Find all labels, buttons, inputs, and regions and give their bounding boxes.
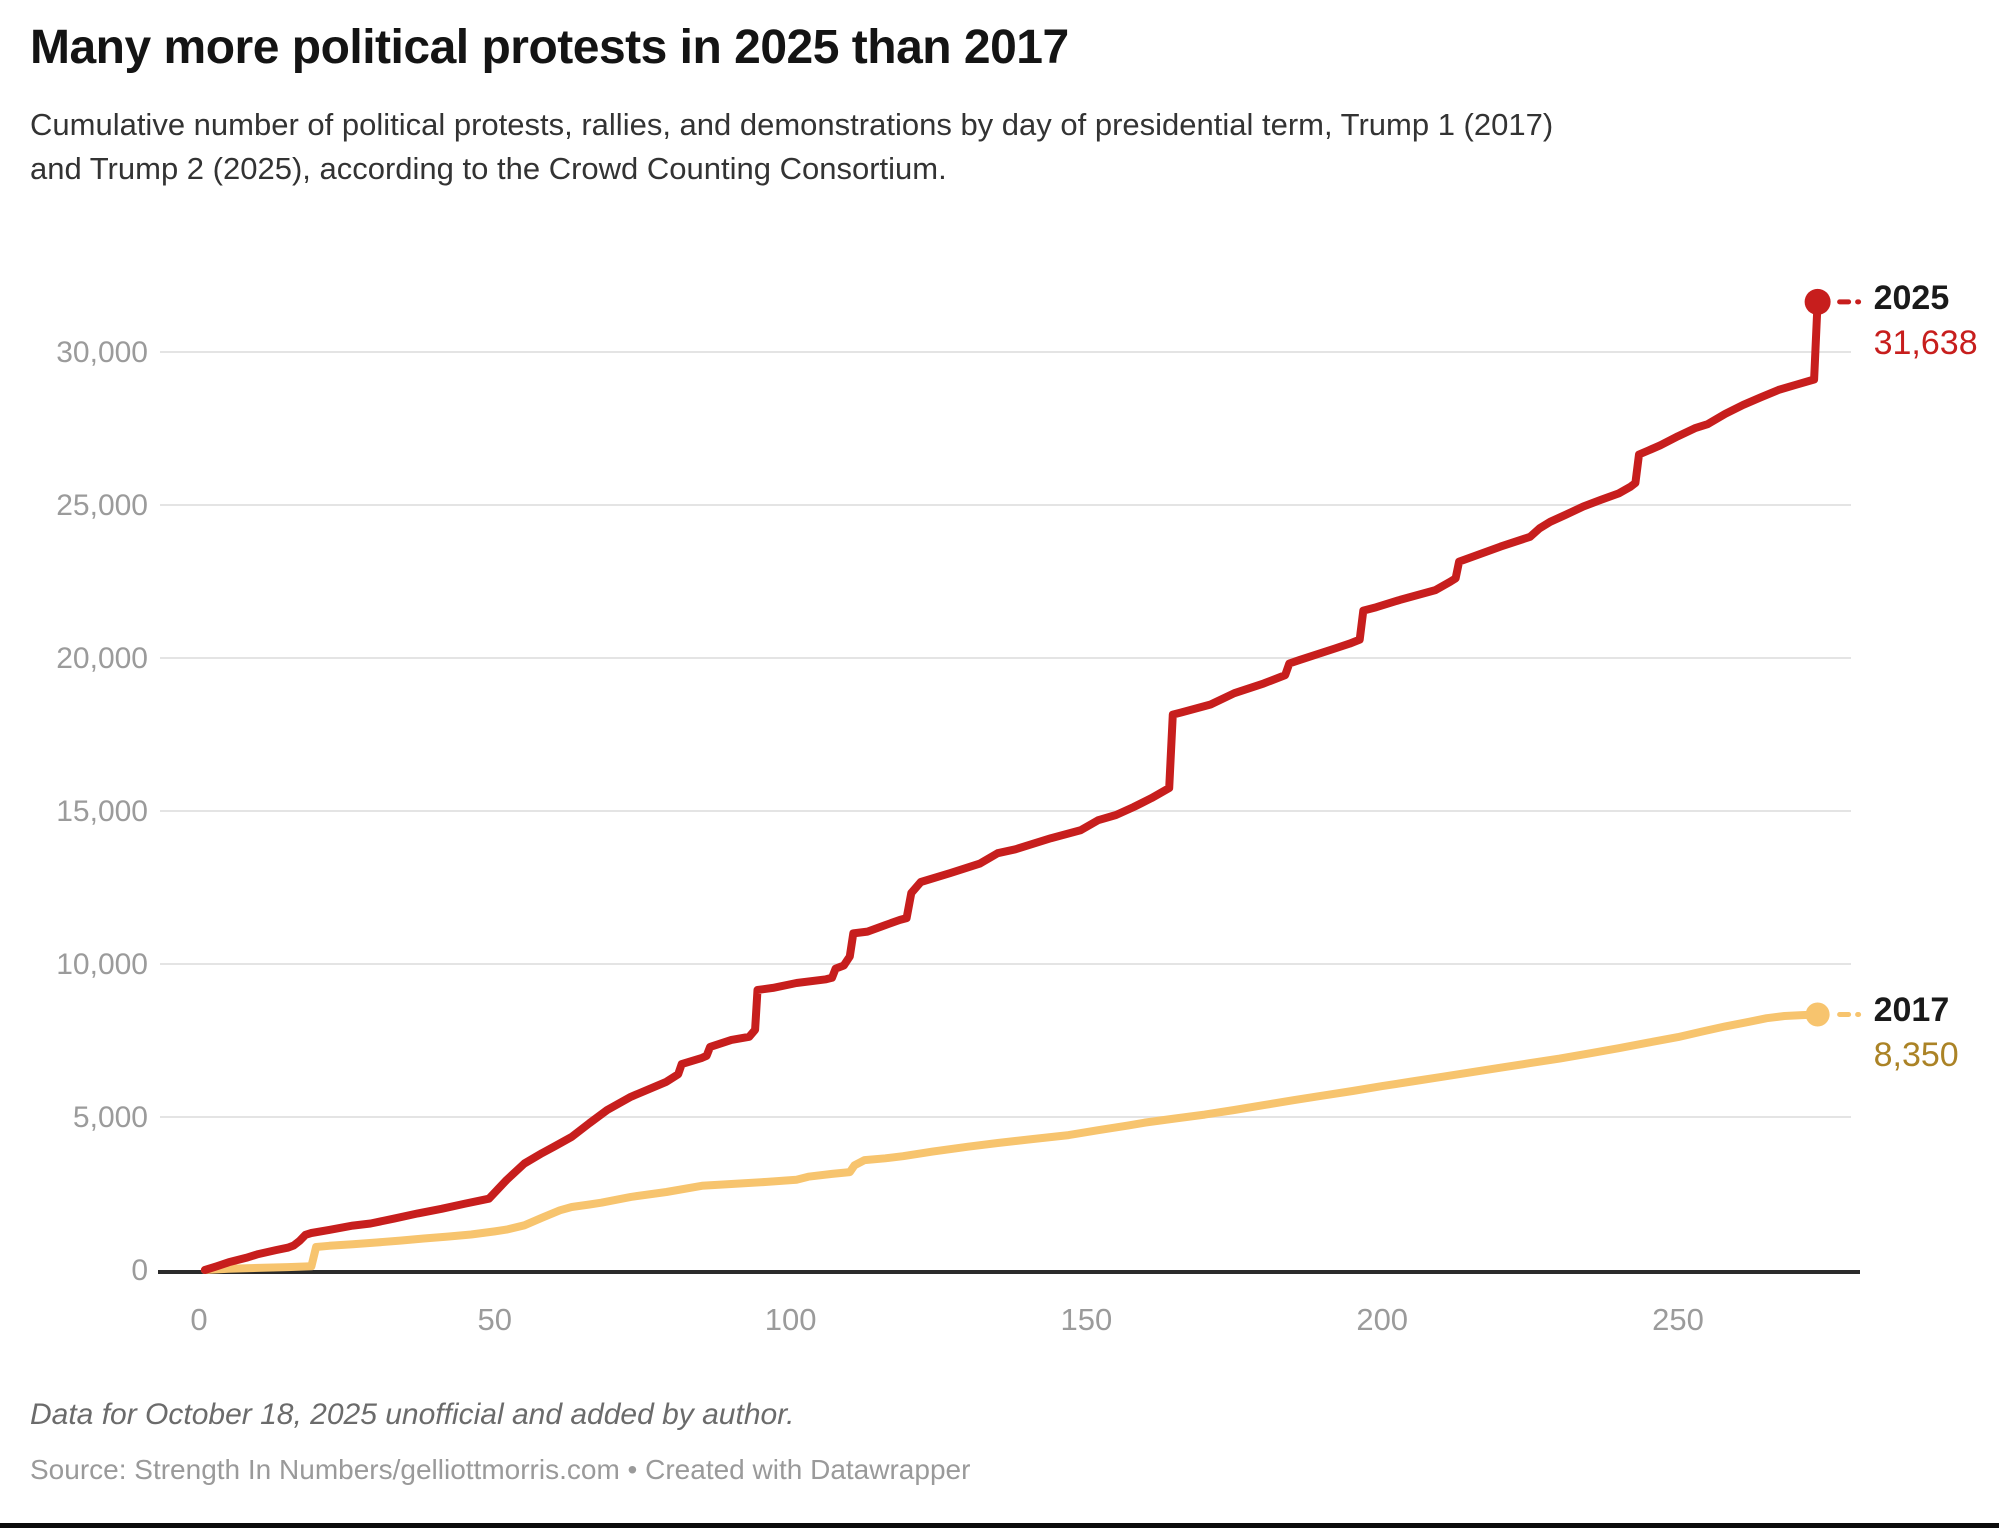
y-tick-label: 15,000	[56, 795, 148, 828]
y-tick-label: 25,000	[56, 489, 148, 522]
data-note: Data for October 18, 2025 unofficial and…	[30, 1398, 795, 1431]
page-title: Many more political protests in 2025 tha…	[30, 21, 1069, 74]
chart-header: Many more political protests in 2025 tha…	[30, 20, 1730, 191]
series-line-2025	[200, 297, 1822, 1274]
y-tick-label: 5,000	[73, 1101, 148, 1134]
x-tick-label: 100	[765, 1302, 817, 1337]
series-label-2025: 2025 31,638	[1874, 276, 1978, 366]
y-tick-label: 0	[131, 1254, 148, 1287]
series-endpoint-dot-2025	[1804, 288, 1831, 315]
x-tick-label: 50	[478, 1302, 512, 1337]
chart-footer: Data for October 18, 2025 unofficial and…	[30, 1398, 1930, 1486]
x-tick-label: 150	[1061, 1302, 1113, 1337]
series-value-2025: 31,638	[1873, 323, 1978, 362]
series-name-2017: 2017	[1873, 991, 1950, 1030]
series-endpoint-dot-2017	[1805, 1002, 1830, 1027]
x-tick-label: 250	[1652, 1302, 1704, 1337]
series-name-2025: 2025	[1873, 278, 1950, 317]
x-tick-label: 200	[1356, 1302, 1408, 1337]
x-tick-label: 0	[190, 1302, 207, 1337]
series-label-2017: 2017 8,350	[1874, 988, 1959, 1078]
source-line: Source: Strength In Numbers/gelliottmorr…	[30, 1454, 971, 1485]
bottom-border-bar	[0, 1523, 1999, 1528]
y-tick-label: 20,000	[56, 642, 148, 675]
chart-subtitle: Cumulative number of political protests,…	[30, 107, 1554, 187]
series-value-2017: 8,350	[1873, 1036, 1959, 1075]
series-line-2017	[200, 1010, 1822, 1274]
y-tick-label: 10,000	[56, 948, 148, 981]
y-tick-label: 30,000	[56, 336, 148, 369]
